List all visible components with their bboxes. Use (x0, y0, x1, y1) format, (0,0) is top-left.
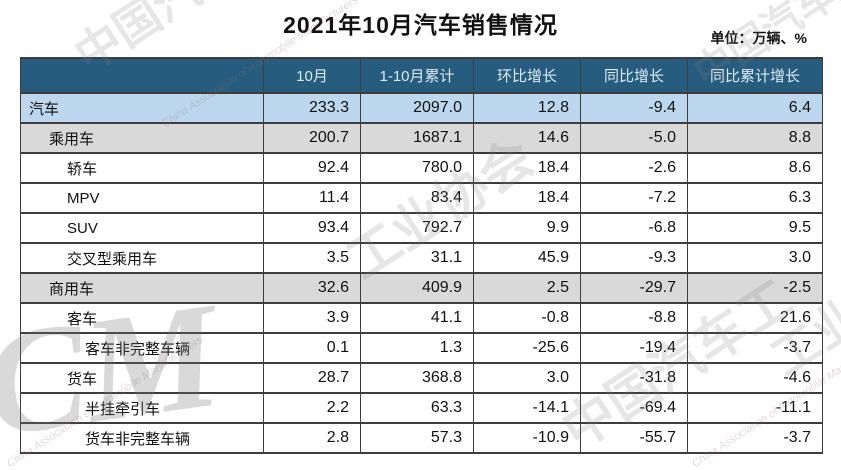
cell-value: -14.1 (473, 392, 581, 424)
table-row: 商用车 32.6 409.9 2.5 -29.7 -2.5 (20, 272, 823, 304)
cell-value: -19.4 (580, 332, 688, 364)
table-row: 货车非完整车辆 2.8 57.3 -10.9 -55.7 -3.7 (20, 422, 823, 454)
cell-value: 2097.0 (360, 92, 474, 124)
cell-value: 0.1 (263, 332, 361, 364)
cell-value: 18.4 (473, 182, 581, 214)
row-label: SUV (20, 212, 264, 244)
cell-value: 3.5 (263, 242, 361, 274)
cell-value: 368.8 (360, 362, 474, 394)
cell-value: 9.9 (473, 212, 581, 244)
cell-value: 6.4 (687, 92, 823, 124)
row-label: 交叉型乘用车 (20, 242, 264, 274)
cell-value: 18.4 (473, 152, 581, 184)
cell-value: 21.6 (687, 302, 823, 334)
row-label: 货车 (20, 362, 264, 394)
cell-value: -3.7 (687, 422, 823, 454)
cell-value: 12.8 (473, 92, 581, 124)
cell-value: 9.5 (687, 212, 823, 244)
cell-value: 93.4 (263, 212, 361, 244)
sales-table: 10月 1-10月累计 环比增长 同比增长 同比累计增长 汽车 233.3 2097.0 12… (20, 57, 823, 454)
cell-value: 3.0 (687, 242, 823, 274)
cell-value: -0.8 (473, 302, 581, 334)
row-label: 客车 (20, 302, 264, 334)
cell-value: 1687.1 (360, 122, 474, 154)
cell-value: -4.6 (687, 362, 823, 394)
cell-value: -9.4 (580, 92, 688, 124)
cell-value: -9.3 (580, 242, 688, 274)
cell-value: 409.9 (360, 272, 474, 304)
cell-value: -25.6 (473, 332, 581, 364)
cell-value: -7.2 (580, 182, 688, 214)
row-label-column-header (20, 57, 264, 94)
table-row: 半挂牵引车 2.2 63.3 -14.1 -69.4 -11.1 (20, 392, 823, 424)
cell-value: 1.3 (360, 332, 474, 364)
cell-value: -29.7 (580, 272, 688, 304)
row-label: 半挂牵引车 (20, 392, 264, 424)
cell-value: 233.3 (263, 92, 361, 124)
cell-value: 2.5 (473, 272, 581, 304)
row-label: 商用车 (20, 272, 264, 304)
cell-value: -11.1 (687, 392, 823, 424)
row-label: 客车非完整车辆 (20, 332, 264, 364)
column-header: 1-10月累计 (360, 57, 474, 94)
cell-value: 45.9 (473, 242, 581, 274)
cell-value: -55.7 (580, 422, 688, 454)
row-label: 轿车 (20, 152, 264, 184)
cell-value: 780.0 (360, 152, 474, 184)
table-row: 汽车 233.3 2097.0 12.8 -9.4 6.4 (20, 92, 823, 124)
cell-value: -31.8 (580, 362, 688, 394)
row-label: 货车非完整车辆 (20, 422, 264, 454)
cell-value: 792.7 (360, 212, 474, 244)
table-header-row: 10月 1-10月累计 环比增长 同比增长 同比累计增长 (20, 57, 823, 94)
table-row: 客车非完整车辆 0.1 1.3 -25.6 -19.4 -3.7 (20, 332, 823, 364)
table-row: SUV 93.4 792.7 9.9 -6.8 9.5 (20, 212, 823, 244)
cell-value: -5.0 (580, 122, 688, 154)
table-row: 乘用车 200.7 1687.1 14.6 -5.0 8.8 (20, 122, 823, 154)
cell-value: 200.7 (263, 122, 361, 154)
cell-value: -8.8 (580, 302, 688, 334)
cell-value: 3.9 (263, 302, 361, 334)
cell-value: 32.6 (263, 272, 361, 304)
cell-value: 11.4 (263, 182, 361, 214)
cell-value: 14.6 (473, 122, 581, 154)
cell-value: -2.5 (687, 272, 823, 304)
cell-value: 8.6 (687, 152, 823, 184)
column-header: 同比增长 (580, 57, 688, 94)
table-row: 交叉型乘用车 3.5 31.1 45.9 -9.3 3.0 (20, 242, 823, 274)
unit-label: 单位：万辆、% (710, 30, 807, 46)
column-header: 10月 (263, 57, 361, 94)
column-header: 环比增长 (473, 57, 581, 94)
page-title: 2021年10月汽车销售情况 (283, 12, 558, 38)
cell-value: 83.4 (360, 182, 474, 214)
cell-value: 57.3 (360, 422, 474, 454)
row-label: MPV (20, 182, 264, 214)
cell-value: 31.1 (360, 242, 474, 274)
cell-value: 92.4 (263, 152, 361, 184)
cell-value: 63.3 (360, 392, 474, 424)
cell-value: 6.3 (687, 182, 823, 214)
cell-value: -6.8 (580, 212, 688, 244)
cell-value: 8.8 (687, 122, 823, 154)
column-header: 同比累计增长 (687, 57, 823, 94)
cell-value: -3.7 (687, 332, 823, 364)
cell-value: 41.1 (360, 302, 474, 334)
table-row: 货车 28.7 368.8 3.0 -31.8 -4.6 (20, 362, 823, 394)
table-row: MPV 11.4 83.4 18.4 -7.2 6.3 (20, 182, 823, 214)
table-row: 轿车 92.4 780.0 18.4 -2.6 8.6 (20, 152, 823, 184)
cell-value: 3.0 (473, 362, 581, 394)
cell-value: 2.8 (263, 422, 361, 454)
cell-value: 2.2 (263, 392, 361, 424)
row-label: 汽车 (20, 92, 264, 124)
cell-value: 28.7 (263, 362, 361, 394)
cell-value: -69.4 (580, 392, 688, 424)
cell-value: -10.9 (473, 422, 581, 454)
table-row: 客车 3.9 41.1 -0.8 -8.8 21.6 (20, 302, 823, 334)
row-label: 乘用车 (20, 122, 264, 154)
cell-value: -2.6 (580, 152, 688, 184)
